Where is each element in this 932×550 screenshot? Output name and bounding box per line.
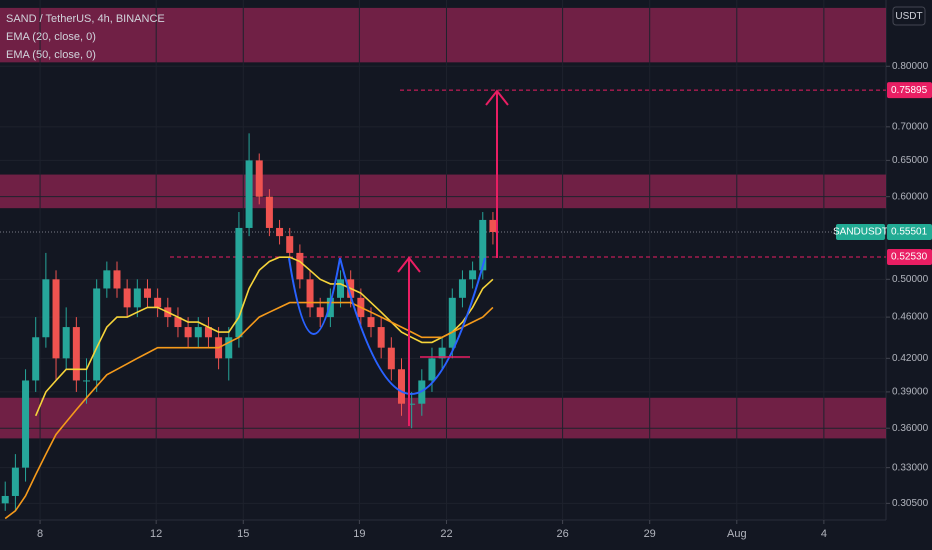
x-tick-label: 12: [150, 528, 162, 540]
y-tick-label: 0.36000: [892, 423, 929, 434]
y-tick-label: 0.60000: [892, 191, 929, 202]
price-tag: [887, 248, 932, 265]
price-tag-label: 0.75895: [891, 85, 928, 96]
candle-body: [397, 369, 405, 404]
price-tag: [887, 224, 932, 241]
zone: [0, 397, 886, 439]
candle-body: [52, 279, 60, 359]
candle-body: [235, 227, 243, 338]
ema-legend: EMA (20, close, 0): [6, 31, 96, 43]
candle-body: [113, 270, 121, 289]
candle-body: [306, 279, 314, 308]
cup-right: [339, 257, 486, 395]
y-tick-label: 0.46000: [892, 312, 929, 323]
axis: 0.80000 0.70000 0.65000 0.60000 0.50000 0.460…: [37, 61, 932, 540]
candle-body: [62, 327, 70, 359]
candle-body: [245, 160, 253, 228]
ema-lines: [4, 256, 494, 520]
x-tick-label: 26: [556, 528, 568, 540]
candle-body: [72, 327, 80, 381]
candle-body: [154, 297, 162, 308]
candle-body: [265, 196, 273, 228]
candle-body: [276, 227, 284, 237]
x-tick-label: 4: [821, 528, 827, 540]
zones: [0, 7, 886, 439]
y-tick-label: 0.70000: [892, 121, 929, 132]
candle-body: [93, 288, 101, 381]
candle-body: [489, 219, 497, 233]
y-tick-label: 0.80000: [892, 61, 929, 72]
candle-body: [438, 347, 446, 359]
price-tag: [887, 82, 932, 99]
candle-body: [83, 380, 91, 382]
x-tick-label: 8: [37, 528, 43, 540]
candle-body: [32, 337, 40, 381]
candle-body: [367, 317, 375, 328]
candle-body: [204, 327, 212, 338]
symbol-title: SAND / TetherUS, 4h, BINANCE: [6, 13, 165, 25]
legend: SAND / TetherUS, 4h, BINANCE EMA (20, cl…: [6, 13, 165, 61]
price-tag-label: 0.55501: [891, 227, 928, 238]
candle-body: [408, 403, 416, 405]
candle-body: [184, 327, 192, 338]
candle-body: [174, 317, 182, 328]
candle-body: [316, 307, 324, 318]
candle-body: [255, 160, 263, 197]
currency-button[interactable]: [892, 6, 926, 26]
x-tick-label: Aug: [727, 528, 747, 540]
candle-body: [11, 467, 19, 496]
candle-body: [1, 495, 9, 504]
candle-body: [479, 219, 487, 271]
candle-body: [225, 337, 233, 359]
price-tag-label: 0.52530: [891, 252, 928, 263]
symbol-tag-label: SANDUSDT: [833, 227, 888, 238]
candle-body: [296, 252, 304, 280]
cup-left: [288, 257, 341, 335]
candle-body: [337, 279, 345, 298]
zone: [0, 174, 886, 209]
x-tick-label: 19: [353, 528, 365, 540]
candle-body: [194, 327, 202, 338]
y-tick-label: 0.65000: [892, 155, 929, 166]
x-tick-label: 15: [237, 528, 249, 540]
x-tick-label: 22: [440, 528, 452, 540]
arrow-head: [485, 89, 509, 106]
x-tick-label: 29: [644, 528, 656, 540]
currency-label[interactable]: USDT: [895, 11, 922, 22]
candle-body: [428, 358, 436, 381]
candle-body: [42, 279, 50, 338]
zone: [0, 7, 886, 63]
candle-body: [103, 270, 111, 289]
candle-body: [123, 288, 131, 308]
candle-body: [133, 288, 141, 308]
y-tick-label: 0.50000: [892, 274, 929, 285]
candle-body: [286, 236, 294, 253]
candle-body: [387, 347, 395, 370]
candle-body: [377, 327, 385, 348]
candle-body: [458, 279, 466, 298]
candle-body: [143, 288, 151, 298]
ema-line: [4, 301, 494, 520]
ema-legend: EMA (50, close, 0): [6, 49, 96, 61]
y-tick-label: 0.33000: [892, 462, 929, 473]
candle-body: [22, 380, 30, 468]
ema-line: [34, 256, 494, 417]
drawings: [288, 89, 509, 426]
y-tick-label: 0.42000: [892, 353, 929, 364]
grid: [0, 0, 886, 520]
symbol-tag: [836, 224, 885, 241]
y-tick-label: 0.30500: [892, 498, 929, 509]
y-tick-label: 0.39000: [892, 387, 929, 398]
candle-body: [448, 297, 456, 348]
arrow-head: [397, 256, 421, 273]
candle-body: [326, 297, 334, 318]
candle-body: [469, 270, 477, 280]
